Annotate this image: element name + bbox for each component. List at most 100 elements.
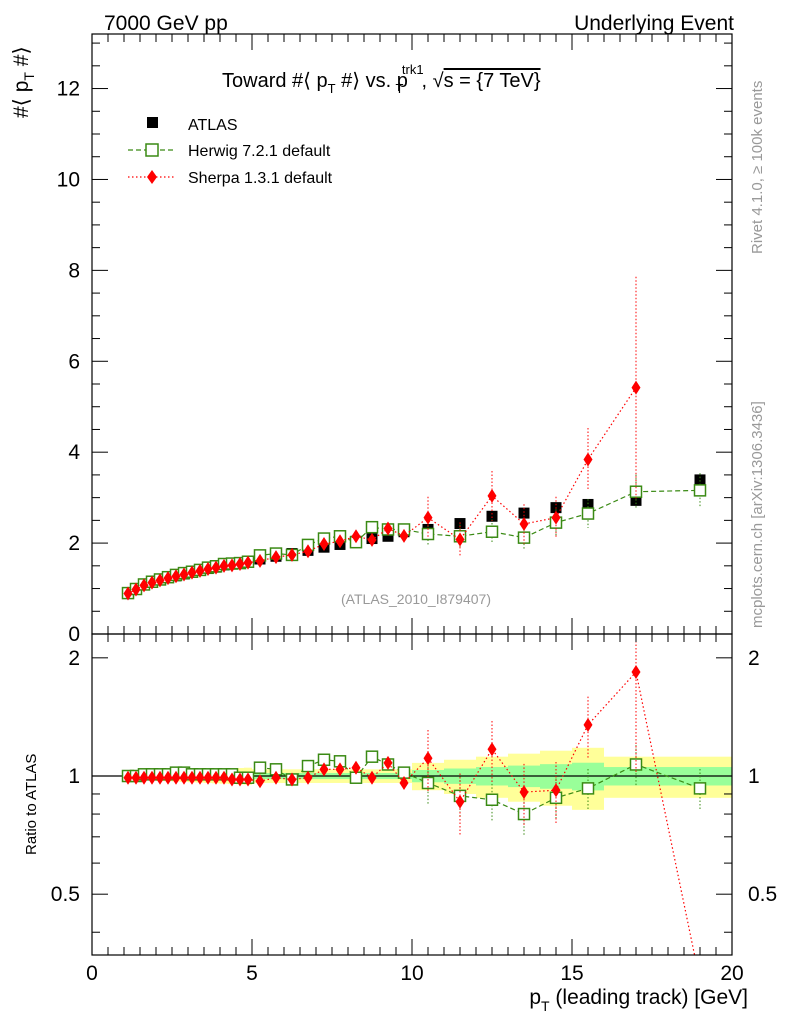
y-axis-title: #⟨ pT #⟩: [10, 46, 37, 118]
sherpa-point: [155, 573, 165, 588]
sherpa-point: [155, 770, 165, 785]
legend-label-atlas: ATLAS: [188, 117, 238, 134]
sherpa-point: [383, 521, 393, 536]
x-tick-label: 5: [246, 962, 258, 985]
legend: ATLAS Herwig 7.2.1 default Sherpa 1.3.1 …: [128, 117, 333, 187]
sherpa-point: [287, 772, 297, 787]
sherpa-point: [211, 560, 221, 575]
ratio-y-tick-label-left: 2: [68, 647, 80, 670]
sherpa-point: [583, 717, 593, 732]
sherpa-point: [203, 770, 213, 785]
side-label-rivet: Rivet 4.1.0, ≥ 100k events: [749, 81, 766, 254]
sherpa-point: [519, 785, 529, 800]
header-left: 7000 GeV pp: [104, 12, 228, 35]
sherpa-point: [179, 567, 189, 582]
sherpa-point: [383, 755, 393, 770]
legend-marker-herwig: [145, 143, 159, 157]
sherpa-point: [227, 772, 237, 787]
herwig-point: [693, 782, 707, 795]
atlas-point: [382, 530, 394, 542]
sherpa-point: [211, 770, 221, 785]
herwig-point: [253, 761, 267, 774]
sherpa-point: [631, 665, 641, 680]
x-tick-label: 20: [720, 962, 743, 985]
sherpa-point: [131, 582, 141, 597]
sherpa-point: [243, 555, 253, 570]
sherpa-point: [303, 770, 313, 785]
sherpa-point: [399, 775, 409, 790]
sherpa-point: [227, 558, 237, 573]
sherpa-point: [551, 783, 561, 798]
herwig-line: [127, 489, 701, 594]
sherpa-point: [123, 770, 133, 785]
sherpa-point: [351, 529, 361, 544]
sherpa-point: [519, 517, 529, 531]
ratio-y-axis-title: Ratio to ATLAS: [23, 754, 40, 855]
sherpa-point: [147, 575, 157, 590]
main-y-tick-label: 8: [68, 259, 80, 282]
main-y-tick-label: 2: [68, 532, 80, 555]
main-y-tick-label: 0: [68, 623, 80, 646]
sherpa-point: [255, 774, 265, 789]
legend-marker-sherpa: [147, 170, 157, 184]
sherpa-point: [367, 770, 377, 785]
sherpa-point: [399, 528, 409, 543]
legend-marker-atlas: [147, 117, 158, 128]
ratio-y-tick-label-right: 0.5: [748, 883, 777, 906]
atlas-point: [486, 510, 498, 522]
atlas-point: [518, 507, 530, 519]
sherpa-point: [171, 770, 181, 785]
sherpa-point: [351, 760, 361, 775]
sherpa-point: [487, 488, 497, 503]
sherpa-point: [139, 770, 149, 785]
sherpa-point: [147, 770, 157, 785]
sherpa-point: [271, 550, 281, 565]
header-right: Underlying Event: [574, 12, 734, 35]
sherpa-point: [583, 452, 593, 467]
sherpa-point: [551, 510, 561, 525]
sherpa-point: [187, 565, 197, 580]
x-tick-label: 0: [86, 962, 98, 985]
sherpa-point: [187, 770, 197, 785]
sherpa-point: [255, 553, 265, 568]
sherpa-point: [455, 794, 465, 809]
main-y-tick-label: 10: [57, 168, 80, 191]
main-y-tick-label: 6: [68, 350, 80, 373]
side-label-mcplots: mcplots.cern.ch [arXiv:1306.3436]: [749, 401, 766, 628]
sherpa-point: [131, 770, 141, 785]
sherpa-point: [335, 762, 345, 777]
atlas-point: [582, 498, 594, 510]
legend-label-herwig: Herwig 7.2.1 default: [188, 143, 331, 160]
legend-label-sherpa: Sherpa 1.3.1 default: [188, 170, 333, 187]
sherpa-point: [303, 544, 313, 559]
sherpa-point: [203, 562, 213, 576]
sherpa-point: [235, 557, 245, 571]
ratio-data: [121, 634, 707, 955]
sherpa-point: [179, 770, 189, 785]
sherpa-point: [123, 586, 133, 601]
ratio-y-tick-label-right: 1: [748, 765, 760, 788]
herwig-point: [485, 525, 499, 538]
sherpa-point: [235, 772, 245, 787]
herwig-point: [365, 520, 379, 534]
herwig-point: [485, 793, 499, 807]
herwig-point: [421, 527, 435, 541]
sherpa-line: [128, 670, 696, 955]
x-tick-label: 15: [560, 962, 583, 985]
sherpa-point: [163, 571, 173, 586]
sherpa-point: [335, 534, 345, 549]
herwig-point: [301, 759, 315, 773]
sherpa-point: [195, 563, 205, 578]
sherpa-point: [219, 770, 229, 785]
ratio-y-tick-label-right: 2: [748, 647, 760, 670]
sherpa-point: [631, 380, 641, 395]
herwig-point: [693, 484, 707, 497]
herwig-point: [365, 750, 379, 763]
watermark: (ATLAS_2010_I879407): [341, 591, 491, 607]
sherpa-point: [271, 770, 281, 785]
ratio-panel: 0 5 10 15 200.5 0.51 12 2: [51, 34, 777, 985]
sherpa-point: [367, 532, 377, 547]
sherpa-point: [243, 772, 253, 787]
herwig-point: [581, 507, 595, 520]
